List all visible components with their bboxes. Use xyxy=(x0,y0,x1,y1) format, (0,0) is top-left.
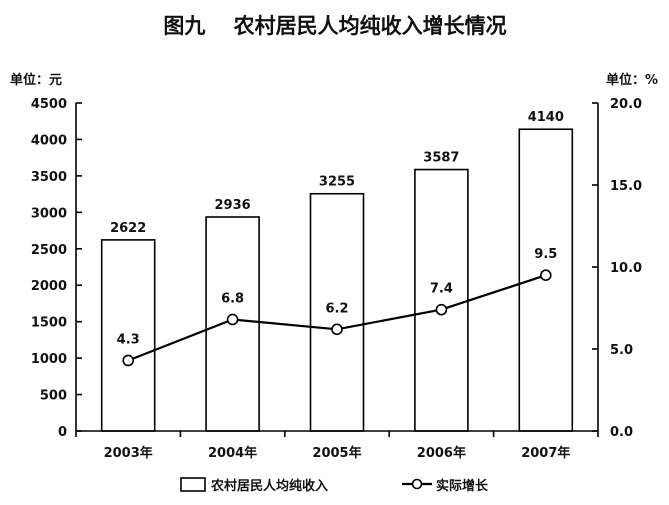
legend: 农村居民人均纯收入 实际增长 xyxy=(180,477,489,494)
left-tick-label-3: 1500 xyxy=(31,316,67,331)
chart-title: 图九 农村居民人均纯收入增长情况 xyxy=(163,14,506,38)
legend-bar-label: 农村居民人均纯收入 xyxy=(210,478,328,494)
bar-3 xyxy=(414,168,469,432)
bar-value-label-3: 3587 xyxy=(423,151,459,166)
x-tick-label-3: 2006年 xyxy=(417,445,466,461)
bar-2 xyxy=(309,192,365,432)
right-axis-unit: 单位：% xyxy=(606,72,658,88)
left-tick-label-1: 500 xyxy=(40,389,67,404)
bar-value-label-4: 4140 xyxy=(528,110,564,125)
left-tick-label-6: 3000 xyxy=(31,206,67,221)
left-tick-label-0: 0 xyxy=(58,425,67,440)
bar-value-label-2: 3255 xyxy=(319,175,355,190)
growth-value-label-4: 9.5 xyxy=(534,247,557,262)
right-tick-label-4: 20.0 xyxy=(610,97,642,112)
right-tick-label-3: 15.0 xyxy=(610,179,642,194)
left-tick-label-7: 3500 xyxy=(31,170,67,185)
left-tick-label-5: 2500 xyxy=(31,243,67,258)
x-tick-label-4: 2007年 xyxy=(521,445,570,461)
bar-value-label-1: 2936 xyxy=(215,198,251,213)
growth-point-1 xyxy=(226,313,239,326)
right-tick-label-2: 10.0 xyxy=(610,261,642,276)
left-tick-label-4: 2000 xyxy=(31,279,67,294)
bar-series xyxy=(100,128,574,432)
growth-value-labels: 4.3 6.8 6.2 7.4 9.5 xyxy=(117,247,558,347)
right-tick-label-0: 0.0 xyxy=(610,425,633,440)
left-tick-label-8: 4000 xyxy=(31,133,67,148)
growth-point-0 xyxy=(122,354,134,367)
growth-points xyxy=(122,269,552,367)
x-axis-ticks: 2003年 2004年 2005年 2006年 2007年 xyxy=(75,431,599,461)
growth-value-label-1: 6.8 xyxy=(221,291,244,306)
bar-value-label-0: 2622 xyxy=(110,221,146,236)
x-tick-label-1: 2004年 xyxy=(208,445,257,461)
left-tick-label-9: 4500 xyxy=(31,97,67,112)
growth-value-label-3: 7.4 xyxy=(430,282,453,297)
legend-line-label: 实际增长 xyxy=(436,478,489,494)
growth-value-label-2: 6.2 xyxy=(325,301,348,316)
legend-line-marker xyxy=(411,478,423,490)
left-axis-unit: 单位：元 xyxy=(10,72,62,88)
left-tick-label-2: 1000 xyxy=(31,352,67,367)
x-tick-label-2: 2005年 xyxy=(312,445,361,461)
right-axis-ticks: 0.0 5.0 10.0 15.0 20.0 xyxy=(592,97,642,440)
growth-point-2 xyxy=(331,323,343,336)
growth-point-3 xyxy=(435,303,448,316)
legend-bar-swatch xyxy=(180,477,206,492)
bar-0 xyxy=(100,239,156,432)
growth-value-label-0: 4.3 xyxy=(117,332,140,347)
growth-point-4 xyxy=(539,269,552,282)
x-tick-label-0: 2003年 xyxy=(104,445,153,461)
bar-value-labels: 2622 2936 3255 3587 4140 xyxy=(110,110,564,236)
right-tick-label-1: 5.0 xyxy=(610,343,633,358)
left-axis-ticks: 0 500 1000 1500 2000 2500 3000 3500 4000 4500 xyxy=(31,97,82,440)
